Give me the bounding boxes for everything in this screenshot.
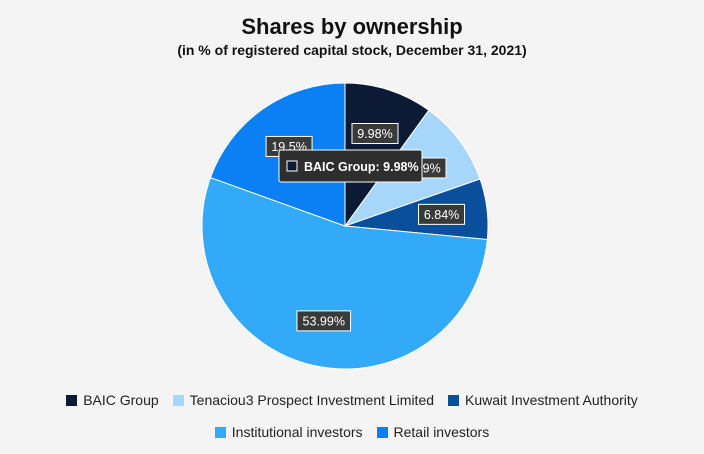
legend-label: BAIC Group (83, 392, 159, 408)
data-label-baic-group: 9.98% (351, 123, 399, 145)
legend-label: Kuwait Investment Authority (465, 392, 638, 408)
tooltip-swatch (286, 160, 298, 172)
legend-swatch (214, 426, 226, 438)
legend-swatch (172, 394, 184, 406)
chart-tooltip: BAIC Group: 9.98% (278, 149, 423, 183)
legend-row: BAIC Group Tenaciou3 Prospect Investment … (0, 392, 704, 408)
legend-item-baic-group[interactable]: BAIC Group (66, 392, 159, 408)
legend-row: Institutional investors Retail investors (0, 424, 704, 440)
tooltip-text: BAIC Group: 9.98% (304, 160, 419, 174)
legend-swatch (376, 426, 388, 438)
svg-text:6.84%: 6.84% (424, 208, 459, 222)
legend-label: Institutional investors (231, 424, 363, 440)
chart-subtitle: (in % of registered capital stock, Decem… (177, 42, 527, 58)
legend-item-institutional-investors[interactable]: Institutional investors (214, 424, 363, 440)
legend-swatch (66, 394, 78, 406)
legend-swatch (448, 394, 460, 406)
legend-label: Tenaciou3 Prospect Investment Limited (189, 392, 435, 408)
svg-text:53.99%: 53.99% (303, 314, 345, 328)
pie-slice-institutional-investors[interactable] (201, 176, 488, 370)
chart-title: Shares by ownership (241, 14, 463, 39)
data-label-kuwait-investment-authority: 6.84% (418, 203, 466, 225)
data-label-institutional-investors: 53.99% (296, 310, 352, 332)
legend-item-tenaciou3-prospect-investment-limited[interactable]: Tenaciou3 Prospect Investment Limited (172, 392, 435, 408)
legend-label: Retail investors (393, 424, 490, 440)
legend-item-kuwait-investment-authority[interactable]: Kuwait Investment Authority (448, 392, 638, 408)
svg-text:9.98%: 9.98% (357, 127, 392, 141)
legend-item-retail-investors[interactable]: Retail investors (376, 424, 490, 440)
